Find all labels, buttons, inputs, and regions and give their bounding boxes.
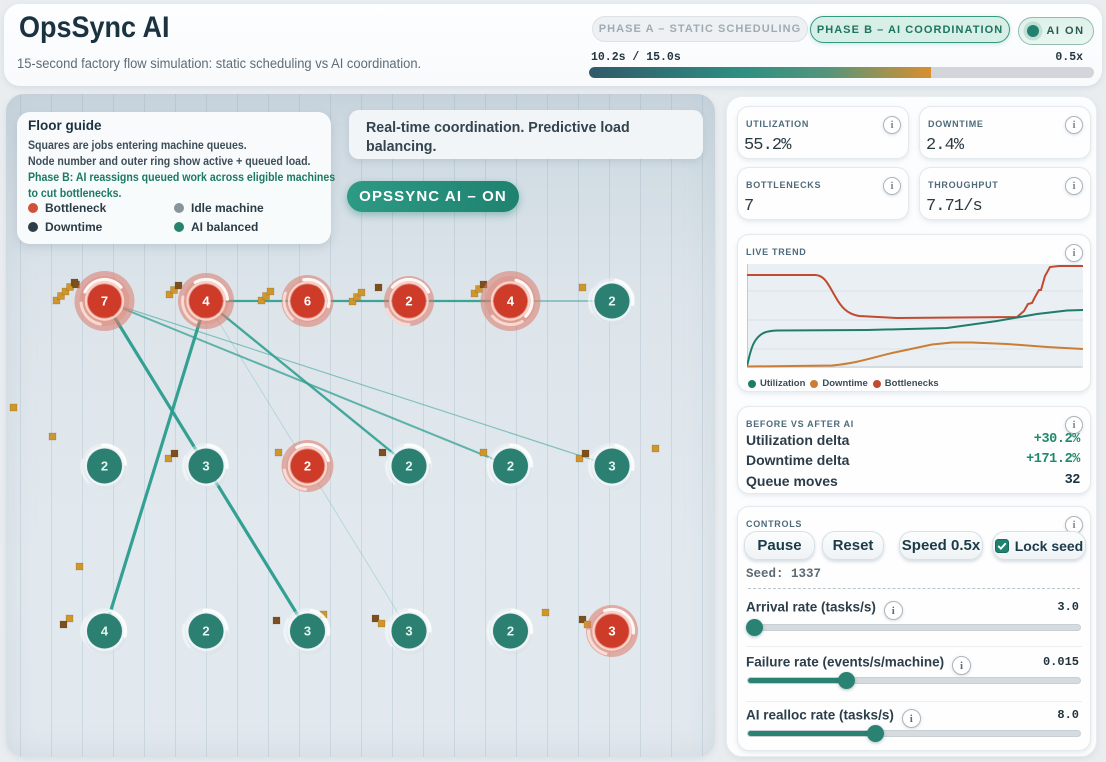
svg-text:6: 6 bbox=[304, 294, 311, 309]
svg-text:2: 2 bbox=[507, 459, 514, 474]
svg-text:3: 3 bbox=[202, 459, 209, 474]
svg-text:3: 3 bbox=[608, 459, 615, 474]
svg-text:4: 4 bbox=[202, 294, 210, 309]
svg-text:3: 3 bbox=[405, 624, 412, 639]
svg-text:2: 2 bbox=[101, 459, 108, 474]
svg-text:4: 4 bbox=[101, 624, 109, 639]
svg-text:2: 2 bbox=[507, 624, 514, 639]
svg-text:3: 3 bbox=[304, 624, 311, 639]
svg-text:2: 2 bbox=[405, 294, 412, 309]
svg-text:2: 2 bbox=[202, 624, 209, 639]
svg-text:2: 2 bbox=[608, 294, 615, 309]
svg-text:2: 2 bbox=[304, 459, 311, 474]
svg-text:2: 2 bbox=[405, 459, 412, 474]
svg-text:3: 3 bbox=[608, 624, 615, 639]
svg-text:4: 4 bbox=[507, 294, 515, 309]
svg-text:7: 7 bbox=[101, 294, 108, 309]
